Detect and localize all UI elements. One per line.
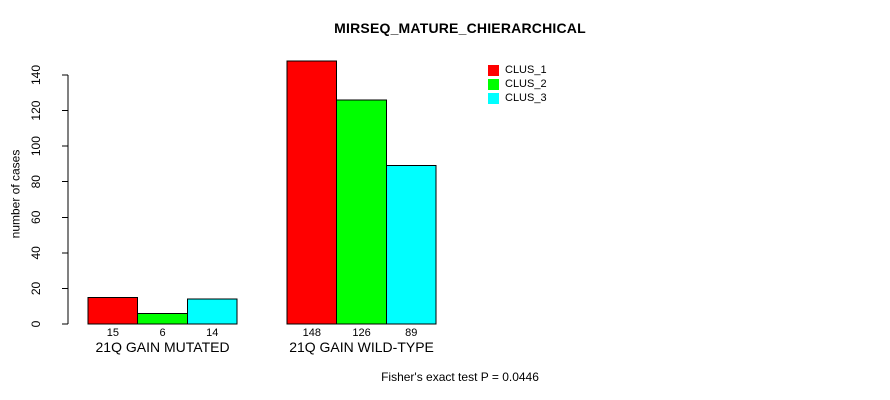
bar-value-label: 14 — [206, 327, 218, 339]
bar-value-label: 126 — [352, 327, 370, 339]
legend-label: CLUS_2 — [505, 78, 547, 90]
y-tick-label: 80 — [29, 175, 43, 189]
legend-swatch-clus_3 — [488, 92, 499, 104]
legend-item-clus_3: CLUS_3 — [488, 92, 547, 104]
bar-clus_1-group2 — [286, 60, 338, 325]
bar-clus_2-group1 — [137, 312, 188, 325]
y-tick-label: 0 — [29, 320, 43, 327]
bar-clus_3-group1 — [186, 298, 238, 325]
bar-clus_1-group1 — [87, 296, 139, 325]
y-tick-label: 60 — [29, 210, 43, 224]
legend: CLUS_1 CLUS_2 CLUS_3 — [488, 64, 547, 104]
y-tick-label: 140 — [29, 65, 43, 85]
bar-clus_3-group2 — [385, 165, 437, 325]
bar-value-label: 6 — [159, 327, 165, 339]
legend-label: CLUS_3 — [505, 92, 547, 104]
bar-value-label: 148 — [303, 327, 321, 339]
legend-swatch-clus_1 — [488, 64, 499, 76]
y-tick-label: 120 — [29, 100, 43, 120]
legend-label: CLUS_1 — [505, 64, 547, 76]
y-tick-label: 20 — [29, 281, 43, 295]
legend-swatch-clus_2 — [488, 78, 499, 90]
category-label: 21Q GAIN MUTATED — [96, 339, 230, 355]
y-tick-label: 40 — [29, 246, 43, 260]
chart-title: MIRSEQ_MATURE_CHIERARCHICAL — [334, 20, 586, 36]
y-tick-label: 100 — [29, 136, 43, 156]
legend-item-clus_1: CLUS_1 — [488, 64, 547, 76]
legend-item-clus_2: CLUS_2 — [488, 78, 547, 90]
bar-clus_2-group2 — [336, 99, 387, 325]
category-label: 21Q GAIN WILD-TYPE — [289, 339, 434, 355]
bar-value-label: 89 — [405, 327, 417, 339]
bar-value-label: 15 — [107, 327, 119, 339]
annotation-text: Fisher's exact test P = 0.0446 — [381, 370, 539, 384]
